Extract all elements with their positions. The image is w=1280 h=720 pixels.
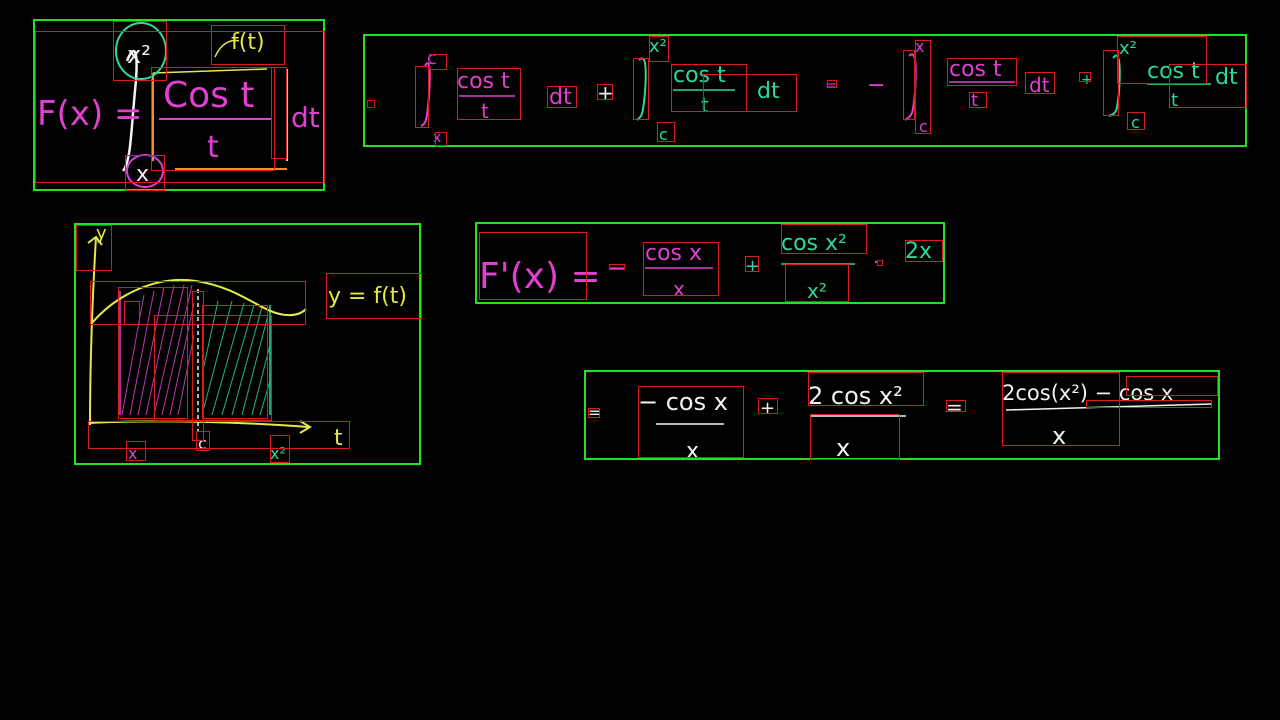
curve-label: y = f(t) xyxy=(328,284,407,309)
teal-hatching xyxy=(201,300,271,416)
upper-limit: x² xyxy=(127,41,151,69)
term4-lower: c xyxy=(1131,113,1140,132)
fraction2-denominator: x xyxy=(836,434,850,462)
plus-sign: + xyxy=(597,81,614,105)
simplification-ink: = − cos x x + 2 cos x² x = 2cos(x²) − co… xyxy=(588,381,1213,464)
plus-sign: + xyxy=(745,256,760,277)
term4-numerator: cos t xyxy=(1147,59,1200,84)
lower-limit: x xyxy=(136,162,149,187)
term3-upper: x xyxy=(915,37,924,56)
tick-x2-label: x² xyxy=(270,444,286,463)
term3-dt: dt xyxy=(1029,73,1050,97)
tick-c-label: c xyxy=(198,434,207,453)
term2-dt: dt xyxy=(757,79,780,104)
term4-denominator: t xyxy=(1171,90,1178,111)
derivative-panel: F'(x) = − cos x x + cos x² x² · 2x xyxy=(475,222,945,304)
term3-numerator: cos t xyxy=(949,57,1002,82)
term2-numerator: cos t xyxy=(673,63,726,88)
pink-hatching xyxy=(121,284,195,416)
fraction3-numerator: 2cos(x²) − cos x xyxy=(1002,381,1173,405)
term3-denominator: t xyxy=(971,90,978,111)
split-integral-ink: c x cos t t dt + x² c cos t t dt = − x c… xyxy=(420,36,1238,146)
equals-sign-2: = xyxy=(946,395,963,419)
term1-lower: x xyxy=(433,130,441,146)
definition-panel: F(x) = x² x Cos t t f(t) dt xyxy=(33,19,325,191)
differential-dt: dt xyxy=(291,101,320,134)
term4-dt: dt xyxy=(1215,65,1238,90)
definition-ink: F(x) = x² x Cos t t f(t) dt xyxy=(37,22,320,188)
term2-upper: x² xyxy=(649,36,667,57)
equals-sign: = xyxy=(825,78,837,94)
minus-sign: − xyxy=(867,73,885,98)
term3-lower: c xyxy=(919,117,928,136)
term1-numerator: cos t xyxy=(457,69,510,94)
f-of-t-annotation: f(t) xyxy=(231,30,265,55)
y-axis-label: y xyxy=(96,223,107,244)
fraction1-numerator: cos x xyxy=(645,241,702,266)
term1-denominator: t xyxy=(481,99,489,123)
term1-dt: dt xyxy=(549,85,572,110)
chain-rule-factor: 2x xyxy=(905,239,932,264)
plus-sign: + xyxy=(760,398,775,419)
multiply-dot: · xyxy=(873,252,879,273)
fraction2-denominator: x² xyxy=(807,279,827,303)
fraction1-denominator: x xyxy=(686,439,699,464)
integrand-numerator: Cos t xyxy=(163,75,254,116)
area-graph-ink: y y = f(t) t x c x² xyxy=(87,223,407,463)
t-axis-label: t xyxy=(334,426,343,451)
term4-upper: x² xyxy=(1119,38,1137,59)
integrand-denominator: t xyxy=(207,130,219,165)
plus-sign-2: + xyxy=(1081,72,1093,88)
minus-sign: − xyxy=(607,254,627,282)
equals-sign-1: = xyxy=(588,403,601,422)
definition-lhs: F(x) = xyxy=(37,94,143,134)
fraction1-denominator: x xyxy=(673,277,685,301)
tick-x-label: x xyxy=(128,444,137,463)
term2-denominator: t xyxy=(701,93,709,117)
term1-upper: c xyxy=(427,48,437,69)
fraction2-numerator: cos x² xyxy=(781,231,847,256)
derivative-lhs: F'(x) = xyxy=(479,256,601,297)
simplification-panel: = − cos x x + 2 cos x² x = 2cos(x²) − co… xyxy=(584,370,1220,464)
term2-lower: c xyxy=(659,125,668,144)
split-integral-panel: c x cos t t dt + x² c cos t t dt = − x c… xyxy=(363,34,1247,147)
derivative-ink: F'(x) = − cos x x + cos x² x² · 2x xyxy=(479,231,932,303)
fraction1-numerator: − cos x xyxy=(638,388,728,416)
fraction2-numerator: 2 cos x² xyxy=(808,382,903,410)
fraction3-denominator: x xyxy=(1052,422,1066,450)
area-graph-panel: y y = f(t) t x c x² xyxy=(74,223,422,465)
